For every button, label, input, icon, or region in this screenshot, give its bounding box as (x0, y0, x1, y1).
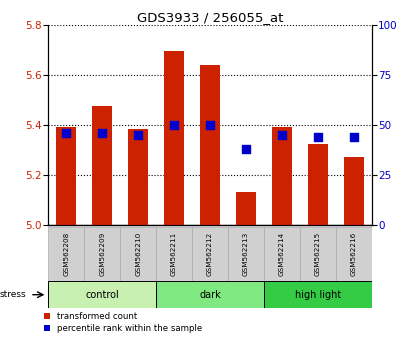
Bar (264, 281, 372, 308)
Text: stress: stress (0, 290, 26, 299)
Bar (92, 106, 112, 225)
Text: GSM562216: GSM562216 (351, 232, 357, 276)
Bar (344, 157, 364, 225)
Text: GSM562212: GSM562212 (207, 232, 213, 276)
Bar (156, 227, 192, 281)
Bar (336, 227, 372, 281)
Bar (264, 227, 300, 281)
Point (207, 122, 213, 127)
Bar (128, 129, 148, 225)
Bar (272, 127, 292, 225)
Point (243, 146, 249, 152)
Bar (156, 281, 264, 308)
Point (315, 134, 321, 139)
Text: GSM562215: GSM562215 (315, 232, 321, 276)
Point (171, 122, 177, 127)
Text: GSM562213: GSM562213 (243, 232, 249, 276)
Bar (56, 127, 76, 225)
Text: GSM562208: GSM562208 (63, 232, 69, 276)
Text: control: control (85, 290, 119, 300)
Bar (120, 227, 156, 281)
Text: GSM562210: GSM562210 (135, 232, 141, 276)
Text: dark: dark (199, 290, 221, 300)
Bar (192, 227, 228, 281)
Bar (228, 227, 264, 281)
Bar (48, 227, 84, 281)
Bar (236, 192, 256, 225)
Point (63, 130, 70, 136)
Point (99, 130, 105, 136)
Point (350, 134, 357, 139)
Text: high light: high light (295, 290, 341, 300)
Bar (200, 65, 220, 225)
Bar (48, 281, 156, 308)
Title: GDS3933 / 256055_at: GDS3933 / 256055_at (137, 11, 283, 24)
Point (135, 132, 142, 138)
Text: GSM562209: GSM562209 (99, 232, 105, 276)
Legend: transformed count, percentile rank within the sample: transformed count, percentile rank withi… (44, 312, 202, 333)
Bar (164, 51, 184, 225)
Text: GSM562211: GSM562211 (171, 232, 177, 276)
Bar (300, 227, 336, 281)
Bar (84, 227, 120, 281)
Bar (308, 143, 328, 225)
Text: GSM562214: GSM562214 (279, 232, 285, 276)
Point (278, 132, 285, 138)
